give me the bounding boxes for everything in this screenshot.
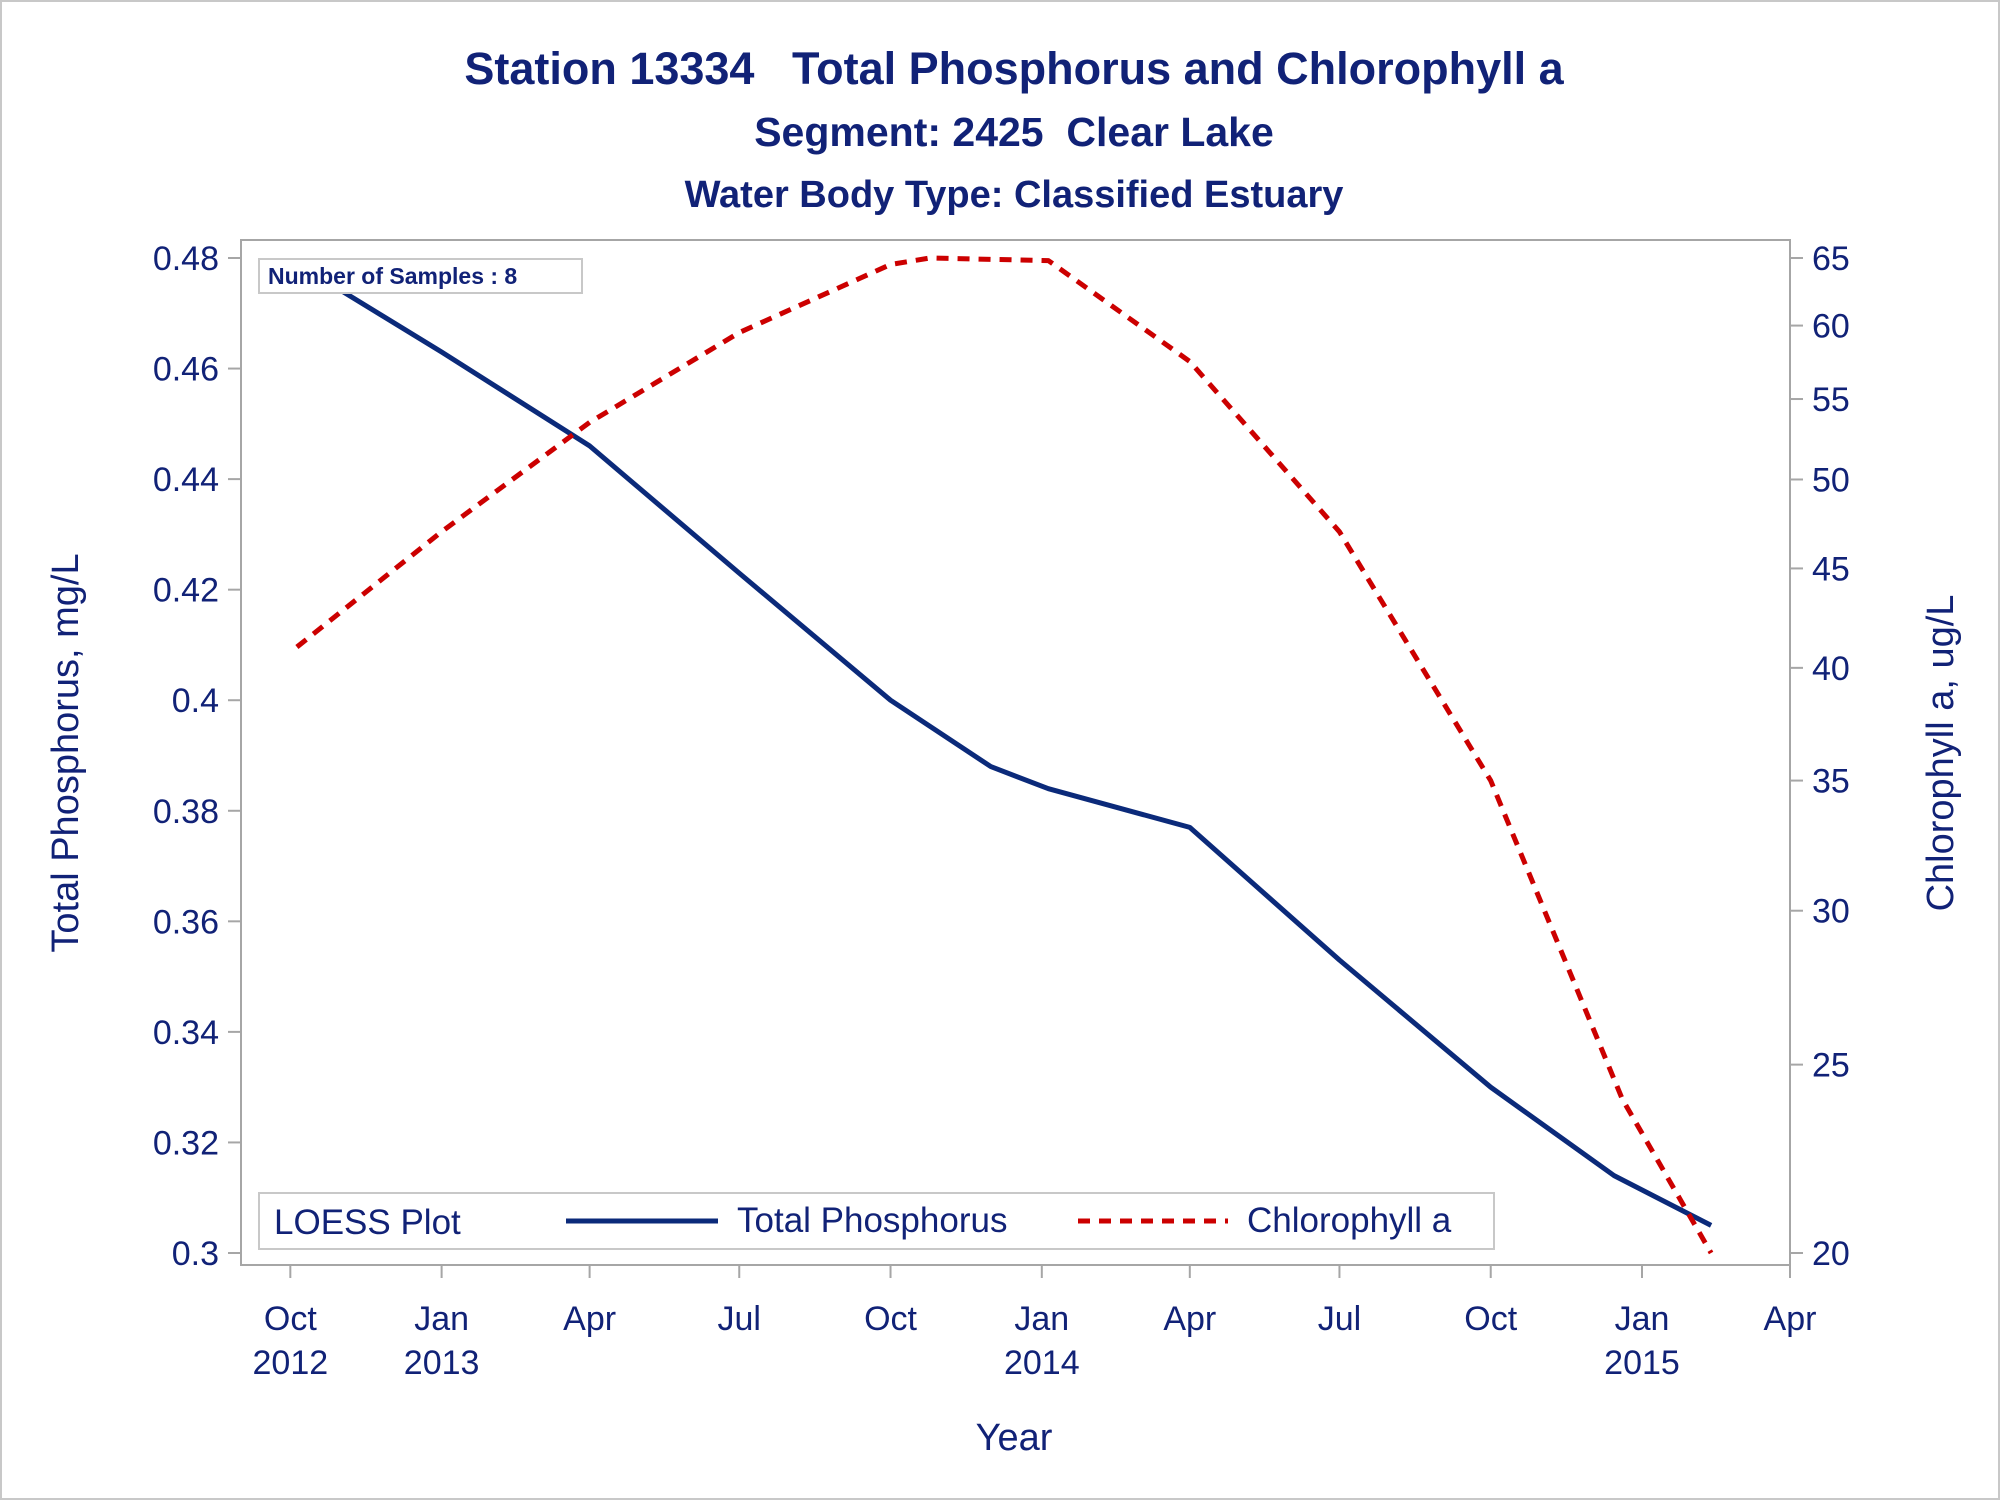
y-tick-label: 0.38 [153,793,219,831]
y2-tick-label: 50 [1812,461,1850,499]
samples-inset-box [258,258,583,294]
series-line-chlorophyll [295,255,1714,1255]
samples-inset-text: Number of Samples : 8 [268,263,517,289]
chart-subtitle-segment: Segment: 2425 Clear Lake [754,109,1274,155]
y-axis-label: Total Phosphorus, mg/L [45,553,87,952]
x-tick-year-label: 2015 [1604,1344,1680,1382]
legend: LOESS Plot Total Phosphorus Chlorophyll … [258,1192,1495,1250]
y2-axis-label: Chlorophyll a, ug/L [1920,595,1962,912]
series-line-phosphorus [295,261,1713,1228]
legend-label-phosphorus: Total Phosphorus [737,1201,1007,1240]
plot-frame [240,239,1791,1266]
y2-tick-label: 20 [1812,1235,1850,1273]
x-tick-label: Jan [414,1300,469,1338]
y-tick-label: 0.4 [172,682,219,720]
x-axis-label: Year [976,1417,1053,1459]
y2-tick-label: 65 [1812,240,1850,278]
y-tick-label: 0.48 [153,240,219,278]
y-left-ticks: 0.48 0.46 0.44 0.42 0.4 0.38 0.36 0.34 0.32 0.3 [153,240,241,1273]
x-tick-year-label: 2014 [1004,1344,1080,1382]
legend-box [258,1192,1495,1250]
x-tick-label: Oct [1464,1300,1517,1338]
y2-tick-label: 25 [1812,1047,1850,1085]
y-tick-label: 0.32 [153,1124,219,1162]
y2-tick-label: 30 [1812,893,1850,931]
y2-tick-label: 60 [1812,308,1850,346]
legend-title: LOESS Plot [274,1203,461,1242]
x-tick-year-label: 2013 [404,1344,480,1382]
y2-tick-label: 35 [1812,763,1850,801]
x-tick-label: Apr [1163,1300,1216,1338]
x-tick-label: Jul [1318,1300,1361,1338]
x-tick-label: Oct [864,1300,917,1338]
x-tick-label: Jan [1014,1300,1069,1338]
y2-tick-label: 45 [1812,550,1850,588]
y2-tick-label: 55 [1812,381,1850,419]
x-tick-label: Apr [1764,1300,1817,1338]
y-tick-label: 0.46 [153,351,219,389]
y-right-ticks: 65 60 55 50 45 40 35 30 25 20 [1790,240,1850,1273]
series-lines [295,255,1714,1255]
x-tick-year-label: 2012 [253,1344,329,1382]
x-ticks: Oct 2012 Jan 2013 Apr Jul Oct Jan 2014 Apr Jul Oct J… [253,1265,1817,1382]
x-tick-label: Oct [264,1300,317,1338]
y-tick-label: 0.44 [153,461,219,499]
x-tick-label: Apr [563,1300,616,1338]
y2-tick-label: 40 [1812,650,1850,688]
legend-label-chlorophyll: Chlorophyll a [1247,1201,1452,1240]
chart-title: Station 13334 Total Phosphorus and Chlor… [464,43,1564,94]
y-tick-label: 0.36 [153,903,219,941]
x-tick-label: Jul [718,1300,761,1338]
chart-subtitle-waterbody: Water Body Type: Classified Estuary [685,174,1344,216]
y-tick-label: 0.34 [153,1014,219,1052]
x-tick-label: Jan [1615,1300,1670,1338]
y-tick-label: 0.3 [172,1235,219,1273]
y-tick-label: 0.42 [153,572,219,610]
